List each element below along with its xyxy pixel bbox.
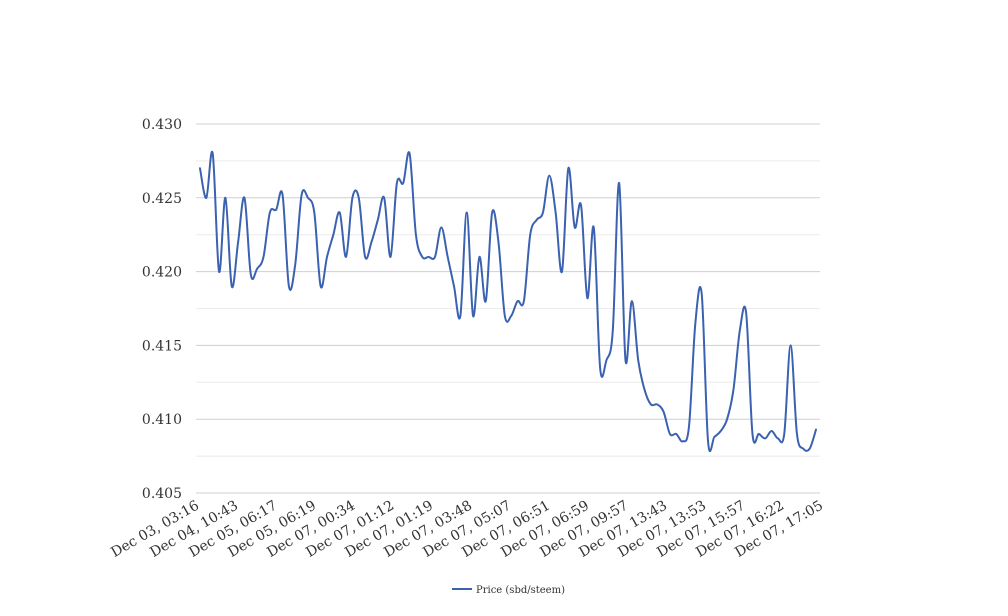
y-axis-ticks: 0.430 0.425 0.420 0.415 0.410 0.405 — [142, 117, 182, 502]
y-tick-label: 0.415 — [142, 338, 182, 354]
series-line — [199, 150, 817, 452]
y-tick-label: 0.425 — [142, 191, 182, 207]
series-layer — [199, 150, 817, 452]
legend-label: Price (sbd/steem) — [476, 585, 565, 596]
y-tick-label: 0.405 — [142, 486, 182, 502]
gridlines — [196, 123, 820, 494]
y-tick-label: 0.420 — [142, 265, 182, 281]
y-tick-label: 0.430 — [142, 117, 182, 133]
legend[interactable]: Price (sbd/steem) — [452, 585, 565, 596]
y-tick-label: 0.410 — [142, 412, 182, 428]
